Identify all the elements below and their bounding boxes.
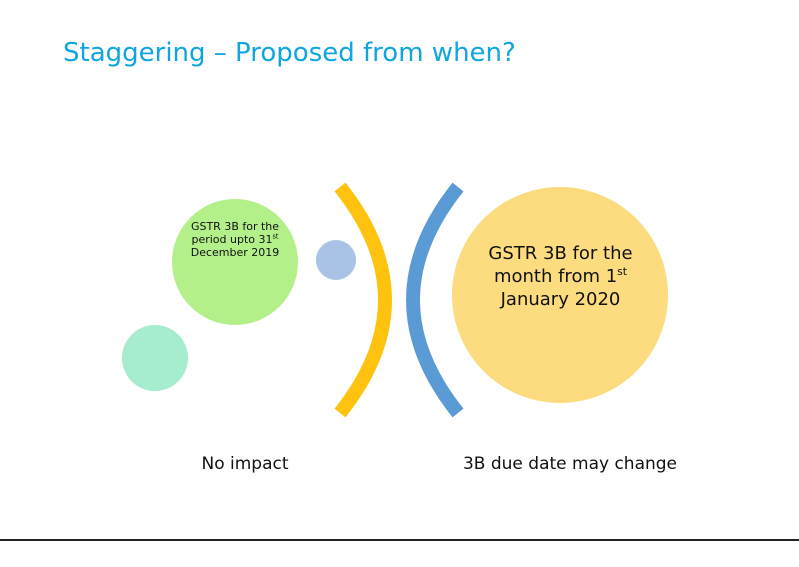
superscript: st (617, 265, 628, 278)
blue-arc (406, 182, 464, 418)
left-circle (172, 199, 298, 325)
text: January 2020 (500, 289, 621, 310)
text: GSTR 3B for the month from 1 (488, 243, 633, 287)
left-circle-text: GSTR 3B for the period upto 31st Decembe… (185, 220, 285, 259)
left-caption: No impact (201, 454, 289, 474)
right-circle-text: GSTR 3B for the month from 1st January 2… (488, 242, 633, 311)
superscript: st (272, 232, 279, 241)
text: GSTR 3B for the period upto 31 (190, 220, 280, 246)
right-circle (452, 187, 668, 403)
small-blue-circle (316, 240, 356, 280)
small-teal-circle (122, 325, 188, 391)
yellow-arc (334, 182, 392, 418)
text: December 2019 (190, 246, 280, 259)
right-caption: 3B due date may change (462, 454, 678, 474)
slide-title: Staggering – Proposed from when? (63, 38, 516, 68)
